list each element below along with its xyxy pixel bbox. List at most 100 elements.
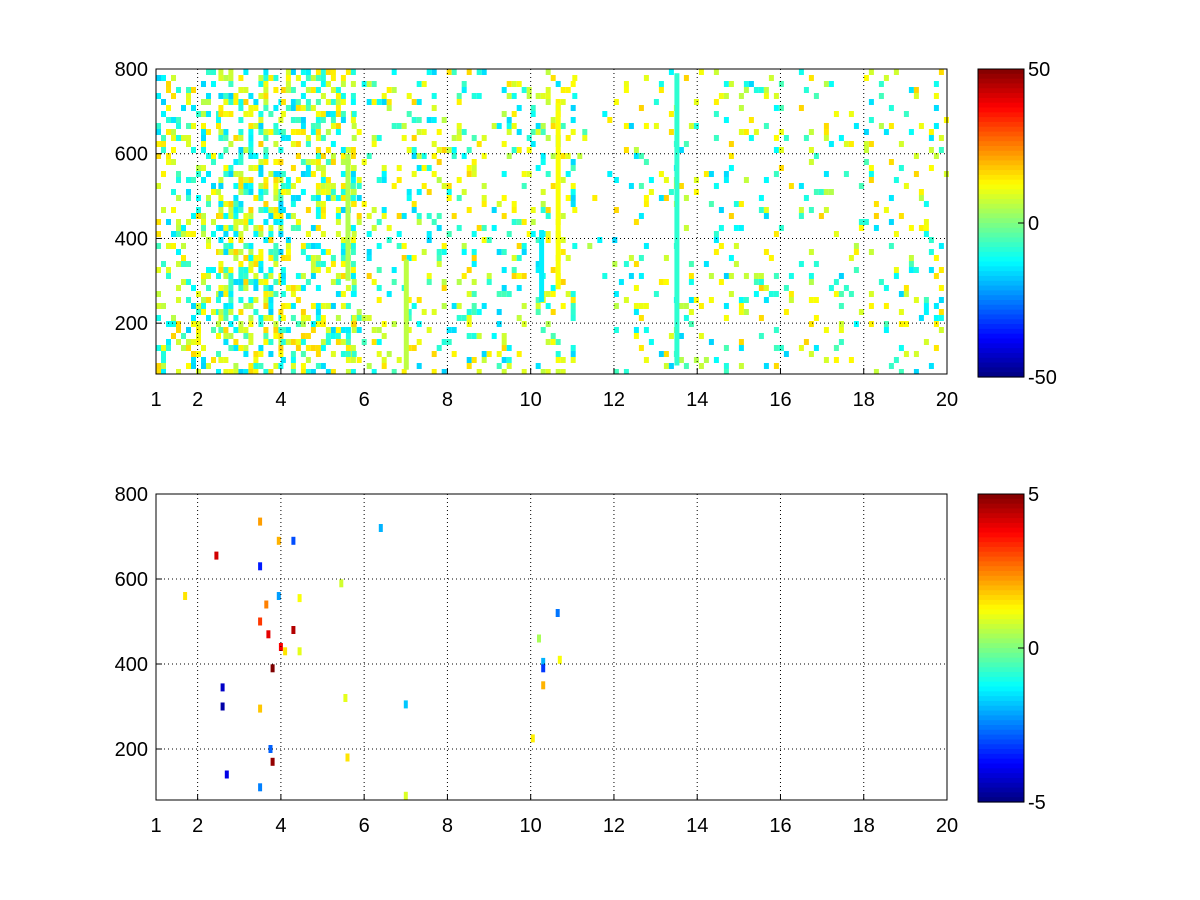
heatmap-point bbox=[258, 704, 263, 713]
heatmap-cell bbox=[540, 159, 546, 165]
heatmap-cell bbox=[285, 327, 291, 333]
heatmap-cell bbox=[540, 327, 546, 333]
heatmap-cell bbox=[466, 291, 472, 297]
heatmap-cell bbox=[481, 69, 487, 75]
heatmap-cell bbox=[923, 309, 929, 315]
heatmap-cell bbox=[340, 195, 346, 201]
heatmap-cell bbox=[278, 213, 284, 219]
heatmap-cell bbox=[206, 285, 211, 291]
heatmap-cell bbox=[396, 123, 402, 129]
heatmap-cell bbox=[305, 141, 311, 147]
heatmap-cell bbox=[335, 195, 341, 201]
heatmap-cell bbox=[381, 207, 387, 213]
heatmap-cell bbox=[535, 129, 541, 135]
heatmap-cell bbox=[623, 261, 629, 267]
heatmap-cell bbox=[300, 117, 306, 123]
heatmap-cell bbox=[350, 147, 356, 153]
heatmap-cell bbox=[555, 339, 561, 345]
heatmap-cell bbox=[201, 225, 206, 231]
heatmap-point bbox=[220, 683, 225, 692]
colorbar-segment bbox=[978, 121, 1024, 128]
heatmap-cell bbox=[315, 99, 321, 105]
heatmap-cell bbox=[788, 273, 794, 279]
heatmap-cell bbox=[491, 333, 497, 339]
heatmap-cell bbox=[501, 87, 507, 93]
heatmap-cell bbox=[258, 81, 264, 87]
heatmap-cell bbox=[258, 363, 264, 369]
heatmap-cell bbox=[798, 69, 804, 75]
heatmap-cell bbox=[560, 303, 566, 309]
heatmap-cell bbox=[258, 267, 264, 273]
colorbar-segment bbox=[978, 102, 1024, 109]
heatmap-cell bbox=[280, 111, 286, 117]
heatmap-cell bbox=[320, 69, 326, 75]
heatmap-cell bbox=[161, 351, 166, 357]
heatmap-cell bbox=[238, 117, 244, 123]
y-tick-label: 400 bbox=[115, 654, 148, 676]
heatmap-cell bbox=[171, 189, 176, 195]
heatmap-cell bbox=[280, 183, 286, 189]
heatmap-cell bbox=[325, 267, 331, 273]
heatmap-cell bbox=[431, 153, 437, 159]
heatmap-cell bbox=[570, 81, 576, 87]
heatmap-cell bbox=[461, 81, 467, 87]
heatmap-cell bbox=[713, 111, 719, 117]
heatmap-cell bbox=[406, 147, 412, 153]
heatmap-cell bbox=[181, 135, 186, 141]
heatmap-cell bbox=[768, 291, 774, 297]
colorbar-segment bbox=[978, 542, 1024, 548]
heatmap-cell bbox=[216, 117, 221, 123]
heatmap-cell bbox=[156, 303, 161, 309]
heatmap-cell bbox=[908, 129, 914, 135]
heatmap-cell bbox=[345, 357, 351, 363]
heatmap-cell bbox=[330, 99, 336, 105]
heatmap-cell bbox=[386, 225, 392, 231]
heatmap-cell bbox=[345, 147, 351, 153]
heatmap-cell bbox=[161, 135, 166, 141]
heatmap-cell bbox=[285, 339, 291, 345]
heatmap-cell bbox=[273, 177, 279, 183]
heatmap-cell bbox=[263, 93, 269, 99]
heatmap-cell bbox=[228, 297, 234, 303]
heatmap-cell bbox=[181, 255, 186, 261]
heatmap-cell bbox=[186, 219, 191, 225]
heatmap-cell bbox=[181, 225, 186, 231]
heatmap-cell bbox=[325, 327, 331, 333]
heatmap-cell bbox=[778, 165, 784, 171]
heatmap-cell bbox=[196, 111, 201, 117]
heatmap-cell bbox=[798, 183, 804, 189]
heatmap-cell bbox=[273, 183, 279, 189]
heatmap-cell bbox=[540, 201, 546, 207]
heatmap-cell bbox=[748, 81, 754, 87]
x-tick-label: 14 bbox=[686, 815, 708, 837]
heatmap-cell bbox=[908, 267, 914, 273]
heatmap-cell bbox=[201, 231, 206, 237]
heatmap-cell bbox=[268, 111, 274, 117]
heatmap-cell bbox=[476, 69, 482, 75]
heatmap-cell bbox=[258, 195, 264, 201]
heatmap-cell bbox=[325, 369, 331, 374]
heatmap-cell bbox=[838, 339, 844, 345]
heatmap-cell bbox=[898, 291, 904, 297]
heatmap-cell bbox=[340, 159, 346, 165]
heatmap-cell bbox=[211, 81, 216, 87]
heatmap-cell bbox=[535, 93, 541, 99]
heatmap-cell bbox=[206, 363, 211, 369]
heatmap-cell bbox=[426, 327, 432, 333]
heatmap-cell bbox=[843, 141, 849, 147]
heatmap-cell bbox=[908, 225, 914, 231]
heatmap-cell bbox=[570, 309, 576, 315]
heatmap-cell bbox=[280, 339, 286, 345]
heatmap-cell bbox=[350, 273, 356, 279]
heatmap-cell bbox=[218, 93, 224, 99]
heatmap-cell bbox=[868, 177, 874, 183]
heatmap-cell bbox=[401, 123, 407, 129]
heatmap-cell bbox=[263, 273, 269, 279]
heatmap-cell bbox=[633, 147, 639, 153]
heatmap-cell bbox=[516, 219, 522, 225]
heatmap-cell bbox=[315, 195, 321, 201]
heatmap-cell bbox=[280, 207, 286, 213]
heatmap-cell bbox=[535, 261, 541, 267]
heatmap-cell bbox=[441, 249, 447, 255]
heatmap-cell bbox=[668, 69, 674, 75]
